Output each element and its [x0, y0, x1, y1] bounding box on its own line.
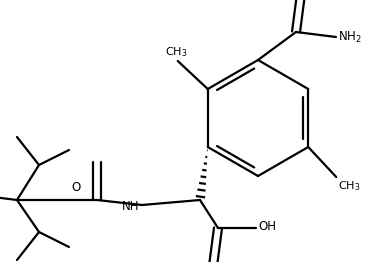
- Text: CH$_3$: CH$_3$: [165, 45, 187, 59]
- Text: O: O: [71, 181, 81, 194]
- Text: CH$_3$: CH$_3$: [338, 179, 361, 193]
- Text: NH$_2$: NH$_2$: [338, 29, 362, 45]
- Text: NH: NH: [122, 200, 139, 214]
- Text: OH: OH: [258, 221, 276, 233]
